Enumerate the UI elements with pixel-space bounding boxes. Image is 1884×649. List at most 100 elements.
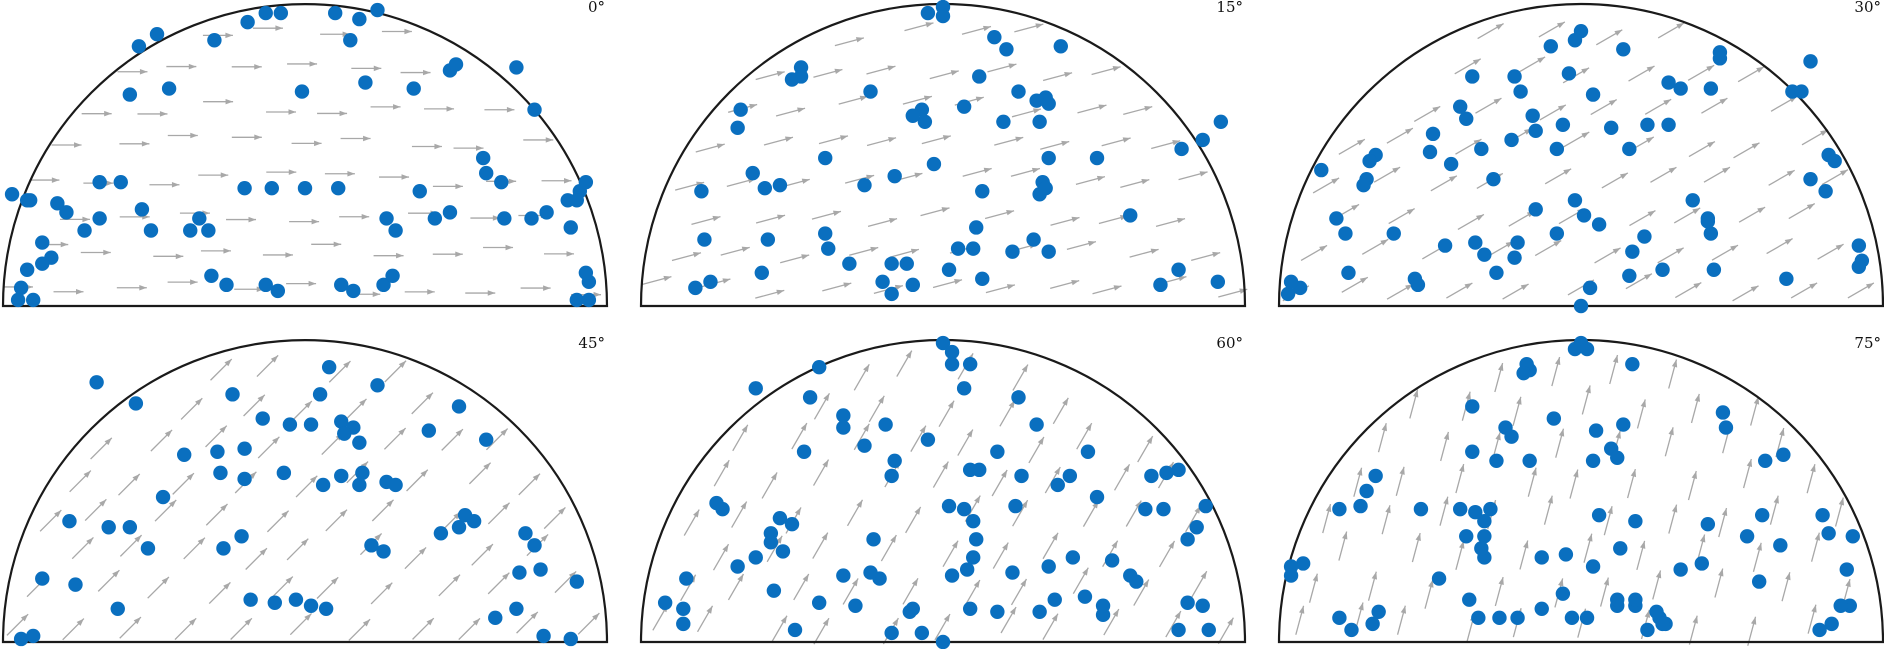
data-point (1655, 262, 1670, 277)
arrowhead (1619, 172, 1628, 180)
data-point (1528, 202, 1543, 217)
data-point (1453, 99, 1468, 114)
data-point (1851, 238, 1867, 253)
data-point (26, 628, 41, 644)
arrow-field (6, 354, 600, 641)
data-point (219, 277, 234, 293)
data-point (1673, 562, 1688, 577)
data-point (1295, 556, 1311, 571)
data-point (1507, 69, 1522, 84)
arrowhead (333, 241, 342, 248)
data-point (935, 634, 951, 649)
arrowhead (224, 359, 232, 367)
data-point (334, 277, 349, 293)
arrowhead (1476, 214, 1484, 221)
panel-angle-label: 45° (578, 334, 605, 352)
arrowhead (285, 252, 293, 258)
data-point (294, 84, 310, 99)
data-point (1465, 444, 1480, 459)
data-point (950, 241, 966, 256)
arrowhead (784, 136, 793, 142)
data-point (1622, 141, 1637, 157)
arrowhead (866, 174, 875, 180)
arrowhead (485, 544, 493, 552)
data-point (77, 223, 92, 238)
arrowhead (1786, 170, 1795, 177)
data-point (1174, 141, 1189, 157)
arrowhead (1381, 423, 1387, 432)
data-point (1567, 341, 1583, 357)
arrowhead (740, 501, 747, 510)
data-point (1703, 226, 1719, 241)
arrowhead (455, 251, 463, 257)
data-point (1616, 42, 1631, 57)
arrowhead (1085, 423, 1092, 432)
arrowhead (1645, 136, 1654, 144)
arrowhead (823, 393, 830, 402)
arrowhead (1358, 602, 1364, 611)
arrowhead (983, 167, 992, 174)
data-point (796, 444, 812, 459)
arrowhead (776, 71, 785, 77)
data-point (68, 577, 83, 592)
data-point (1453, 501, 1468, 517)
data-point (1534, 601, 1549, 616)
arrowhead (737, 573, 744, 582)
data-points (1280, 23, 1870, 314)
data-point (352, 435, 367, 450)
arrowhead (343, 361, 351, 369)
arrowhead (797, 107, 806, 113)
data-point (1715, 405, 1731, 420)
data-point (19, 193, 35, 208)
arrowhead (1699, 534, 1706, 543)
data-point (1038, 181, 1053, 196)
data-point (821, 241, 836, 256)
arrowhead (1298, 605, 1305, 614)
arrowhead (1371, 571, 1378, 580)
data-point (352, 477, 367, 493)
arrowhead (1464, 283, 1473, 290)
arrowhead (373, 65, 382, 72)
data-point (1585, 87, 1601, 102)
arrowhead (1820, 129, 1828, 136)
data-point (1833, 598, 1848, 613)
data-point (878, 417, 893, 432)
data-point (237, 471, 252, 487)
data-point (1803, 171, 1818, 187)
data-point (183, 223, 198, 238)
arrowhead (1730, 245, 1739, 252)
data-point (412, 184, 427, 199)
data-point (959, 562, 975, 577)
arrowhead (1838, 497, 1845, 506)
data-point (1549, 226, 1565, 241)
data-point (1576, 208, 1592, 223)
panel-4: 60° (639, 334, 1247, 649)
data-point (1585, 559, 1601, 574)
arrowhead (776, 289, 785, 296)
arrowhead (1773, 495, 1779, 504)
data-point (1507, 250, 1522, 265)
arrowhead (1603, 577, 1610, 586)
data-point (35, 235, 50, 250)
arrowhead (423, 69, 431, 76)
arrowhead (168, 499, 177, 508)
data-point (1462, 592, 1477, 607)
arrowhead (1746, 459, 1753, 468)
arrowhead (1516, 396, 1522, 405)
data-point (457, 507, 473, 523)
data-point (1443, 156, 1459, 172)
data-point (1129, 574, 1144, 589)
arrowhead (1351, 204, 1360, 211)
data-point (1546, 411, 1562, 426)
arrow-field (642, 22, 1248, 299)
arrowhead (1498, 363, 1504, 371)
arrowhead (223, 582, 231, 590)
data-point (679, 571, 694, 586)
data-point (944, 344, 960, 360)
arrowhead (132, 473, 140, 482)
data-point (1341, 265, 1356, 280)
data-point (328, 5, 343, 21)
arrowhead (86, 537, 94, 545)
data-point (1555, 117, 1571, 132)
data-point (811, 359, 827, 375)
